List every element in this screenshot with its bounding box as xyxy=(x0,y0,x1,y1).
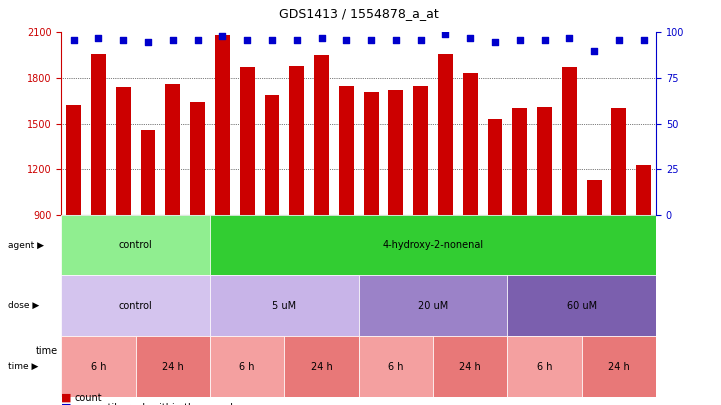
Point xyxy=(340,36,352,43)
FancyBboxPatch shape xyxy=(136,336,210,397)
FancyBboxPatch shape xyxy=(284,336,359,397)
Text: 24 h: 24 h xyxy=(608,362,630,371)
Point xyxy=(266,36,278,43)
Point xyxy=(390,36,402,43)
Bar xyxy=(239,67,255,215)
Point xyxy=(118,36,129,43)
Point xyxy=(490,38,501,45)
Bar xyxy=(265,95,280,215)
Text: control: control xyxy=(119,240,153,250)
Text: 24 h: 24 h xyxy=(459,362,481,371)
Text: 6 h: 6 h xyxy=(91,362,106,371)
Text: 24 h: 24 h xyxy=(162,362,184,371)
FancyBboxPatch shape xyxy=(61,275,210,336)
FancyBboxPatch shape xyxy=(359,275,508,336)
Point xyxy=(68,36,79,43)
Bar xyxy=(537,107,552,215)
Text: 20 uM: 20 uM xyxy=(418,301,448,311)
FancyBboxPatch shape xyxy=(359,336,433,397)
Bar xyxy=(562,67,577,215)
FancyBboxPatch shape xyxy=(210,215,656,275)
FancyBboxPatch shape xyxy=(210,275,359,336)
Text: ■: ■ xyxy=(61,393,72,403)
Text: dose ▶: dose ▶ xyxy=(8,301,39,310)
Bar xyxy=(190,102,205,215)
FancyBboxPatch shape xyxy=(508,336,582,397)
FancyBboxPatch shape xyxy=(582,336,656,397)
Point xyxy=(613,36,624,43)
FancyBboxPatch shape xyxy=(210,336,284,397)
Point xyxy=(366,36,377,43)
Bar xyxy=(438,53,453,215)
Bar xyxy=(513,108,527,215)
FancyBboxPatch shape xyxy=(61,336,136,397)
Point xyxy=(440,31,451,37)
FancyBboxPatch shape xyxy=(433,336,508,397)
Bar xyxy=(116,87,131,215)
Bar xyxy=(66,105,81,215)
Bar xyxy=(91,53,106,215)
Point xyxy=(588,47,600,54)
Point xyxy=(167,36,179,43)
Text: 4-hydroxy-2-nonenal: 4-hydroxy-2-nonenal xyxy=(382,240,484,250)
Text: 5 uM: 5 uM xyxy=(273,301,296,311)
Point xyxy=(638,36,650,43)
Text: time: time xyxy=(35,346,58,356)
Text: agent ▶: agent ▶ xyxy=(8,241,44,249)
Text: count: count xyxy=(74,393,102,403)
Point xyxy=(539,36,550,43)
Bar xyxy=(339,85,354,215)
Bar xyxy=(165,84,180,215)
Point xyxy=(514,36,526,43)
Bar xyxy=(637,164,651,215)
Point xyxy=(192,36,203,43)
Bar xyxy=(141,130,156,215)
FancyBboxPatch shape xyxy=(61,215,210,275)
Text: 24 h: 24 h xyxy=(311,362,332,371)
Point xyxy=(415,36,426,43)
Bar xyxy=(363,92,379,215)
Point xyxy=(464,34,476,41)
Bar xyxy=(215,36,230,215)
Text: time ▶: time ▶ xyxy=(8,362,38,371)
FancyBboxPatch shape xyxy=(508,275,656,336)
Text: GDS1413 / 1554878_a_at: GDS1413 / 1554878_a_at xyxy=(279,7,438,20)
Point xyxy=(93,34,105,41)
Text: 6 h: 6 h xyxy=(239,362,255,371)
Point xyxy=(216,33,228,39)
Bar xyxy=(314,55,329,215)
Text: 60 uM: 60 uM xyxy=(567,301,597,311)
Bar xyxy=(289,66,304,215)
Bar xyxy=(587,180,601,215)
Bar xyxy=(413,85,428,215)
Bar xyxy=(463,73,478,215)
Text: 6 h: 6 h xyxy=(537,362,552,371)
Bar xyxy=(611,108,627,215)
Point xyxy=(291,36,303,43)
Bar xyxy=(389,90,403,215)
Point xyxy=(564,34,575,41)
Point xyxy=(142,38,154,45)
Bar xyxy=(487,119,503,215)
Text: control: control xyxy=(119,301,153,311)
Point xyxy=(242,36,253,43)
Text: 6 h: 6 h xyxy=(388,362,404,371)
Point xyxy=(316,34,327,41)
Text: percentile rank within the sample: percentile rank within the sample xyxy=(74,403,239,405)
Text: ■: ■ xyxy=(61,403,72,405)
